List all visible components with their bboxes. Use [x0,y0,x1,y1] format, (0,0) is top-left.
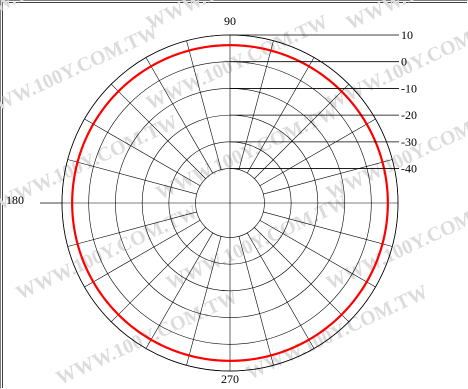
radial-tick-label: -10 [401,81,417,95]
radial-grid-line [84,219,201,288]
radial-grid-line [145,57,214,174]
radial-grid-line [254,227,350,323]
radial-tick-label: 0 [401,55,407,69]
radial-grid-line [263,159,393,195]
radial-grid-line [238,236,274,366]
radial-grid-line [67,159,197,195]
radial-grid-line [186,236,222,366]
series-layer [71,44,389,362]
radial-grid-line [145,232,214,349]
watermark-text: WWW.100Y.COM.TW [0,21,162,125]
radial-grid-line [186,40,222,170]
radial-grid-line [259,118,376,187]
angle-label-180: 180 [6,193,24,207]
radial-tick-label: -40 [401,162,417,176]
radial-tick-label: 10 [401,28,413,42]
angle-label-270: 270 [221,372,239,386]
radial-grid-line [110,83,206,179]
radial-grid-line [254,83,350,179]
radial-tick-layer: 10 0 -10 -20 -30 -40 [230,28,417,176]
radial-grid-line [238,40,274,170]
radial-tick-label: -30 [401,135,417,149]
watermark-text: WWW.100Y.COM.TW [153,101,342,205]
radial-grid-line [67,211,197,247]
radial-tick-label: -20 [401,108,417,122]
radial-grid-line [110,227,206,323]
series-trace [71,44,389,362]
radial-grid-line [84,118,201,187]
radial-grid-line [263,211,393,247]
radial-grid-line [246,232,315,349]
angle-label-90: 90 [224,14,236,28]
watermark-text: WWW.100Y.COM.TW [0,0,142,35]
watermark-text: WWW.100Y.COM.TW [323,11,468,115]
radial-grid-line [259,219,376,288]
watermark-text: WWW.100Y.COM.TW [323,101,468,205]
